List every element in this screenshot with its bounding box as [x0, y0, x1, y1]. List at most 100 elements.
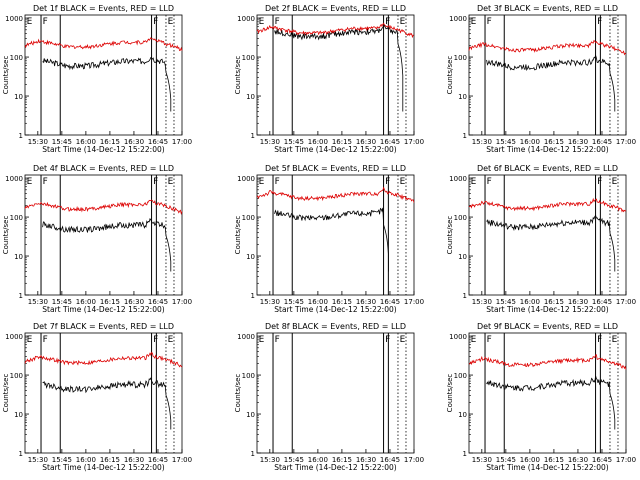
panel-title: Det 3f BLACK = Events, RED = LLD [477, 4, 618, 13]
x-tick-label: 16:45 [592, 138, 612, 146]
lld-series-line [468, 197, 627, 213]
interval-marker-label: E [400, 335, 406, 345]
panel-title: Det 4f BLACK = Events, RED = LLD [33, 164, 174, 173]
x-tick-label: 16:15 [544, 298, 564, 306]
plot-frame [256, 174, 415, 296]
interval-marker-label: F [385, 17, 390, 27]
interval-marker-label: E [612, 17, 618, 27]
lld-series-line [256, 22, 415, 39]
x-tick-label: 17:00 [172, 456, 192, 464]
detector-panel-4: Det 4f BLACK = Events, RED = LLD 1 10 100 10… [2, 164, 192, 314]
lld-series-line [256, 186, 415, 203]
y-axis-label: Counts/sec [234, 374, 242, 413]
detector-panel-7: Det 7f BLACK = Events, RED = LLD 1 10 100 10… [2, 322, 192, 472]
events-series-line [42, 217, 172, 272]
interval-marker-label: F [487, 335, 492, 345]
y-axis-label: Counts/sec [2, 56, 10, 95]
x-tick-label: 16:00 [520, 456, 540, 464]
y-axis-label: Counts/sec [446, 216, 454, 255]
interval-marker-label: F [385, 177, 390, 187]
y-axis-label: Counts/sec [2, 374, 10, 413]
x-axis-label: Start Time (14-Dec-12 15:22:00) [42, 463, 164, 472]
interval-marker-label: E [471, 335, 477, 345]
interval-marker-label: F [597, 335, 602, 345]
events-series-line [486, 214, 616, 272]
x-tick-label: 17:00 [616, 456, 636, 464]
x-tick-label: 16:15 [332, 456, 352, 464]
x-tick-label: 16:00 [308, 456, 328, 464]
x-tick-label: 15:45 [496, 456, 516, 464]
lld-series-line [468, 39, 627, 56]
y-tick-label: 100 [454, 372, 467, 380]
x-tick-label: 15:30 [472, 138, 492, 146]
panel-title: Det 7f BLACK = Events, RED = LLD [33, 322, 174, 331]
x-tick-label: 16:15 [100, 138, 120, 146]
x-tick-label: 16:00 [520, 138, 540, 146]
x-tick-label: 17:00 [616, 138, 636, 146]
y-tick-label: 100 [454, 214, 467, 222]
x-tick-label: 15:45 [496, 298, 516, 306]
x-tick-label: 16:45 [380, 298, 400, 306]
y-axis-label: Counts/sec [234, 56, 242, 95]
interval-marker-label: F [153, 335, 158, 345]
y-tick-label: 100 [10, 54, 23, 62]
detector-panel-6: Det 6f BLACK = Events, RED = LLD 1 10 100 10… [446, 164, 636, 314]
x-tick-label: 15:45 [496, 138, 516, 146]
y-tick-label: 1000 [5, 15, 23, 23]
interval-marker-label: F [597, 17, 602, 27]
y-tick-label: 1000 [237, 175, 255, 183]
x-tick-label: 17:00 [404, 298, 424, 306]
plot-frame [24, 14, 183, 136]
panel-title: Det 1f BLACK = Events, RED = LLD [33, 4, 174, 13]
x-tick-label: 15:45 [52, 298, 72, 306]
y-tick-label: 1000 [237, 333, 255, 341]
y-tick-label: 10 [246, 93, 255, 101]
x-tick-label: 17:00 [172, 298, 192, 306]
y-tick-label: 10 [458, 93, 467, 101]
y-tick-label: 10 [246, 253, 255, 261]
panel-title: Det 6f BLACK = Events, RED = LLD [477, 164, 618, 173]
events-series-line [274, 207, 389, 272]
y-tick-label: 1 [19, 450, 23, 458]
x-axis-label: Start Time (14-Dec-12 15:22:00) [486, 145, 608, 154]
interval-marker-label: E [168, 177, 174, 187]
y-tick-label: 100 [454, 54, 467, 62]
y-tick-label: 1 [463, 292, 467, 300]
x-tick-label: 15:30 [28, 456, 48, 464]
y-tick-label: 1 [463, 450, 467, 458]
panel-title: Det 8f BLACK = Events, RED = LLD [265, 322, 406, 331]
x-tick-label: 15:30 [260, 138, 280, 146]
y-tick-label: 1 [463, 132, 467, 140]
detector-panel-8: Det 8f BLACK = Events, RED = LLD 1 10 100 10… [234, 322, 424, 472]
interval-marker-label: E [27, 17, 33, 27]
y-tick-label: 10 [458, 253, 467, 261]
x-tick-label: 16:45 [592, 298, 612, 306]
interval-marker-label: F [153, 177, 158, 187]
plot-frame [468, 332, 627, 454]
x-tick-label: 15:30 [472, 456, 492, 464]
interval-marker-label: F [43, 335, 48, 345]
y-tick-label: 1 [19, 132, 23, 140]
x-tick-label: 16:00 [520, 298, 540, 306]
x-tick-label: 15:30 [260, 298, 280, 306]
events-series-line [486, 375, 616, 430]
x-tick-label: 16:30 [124, 456, 144, 464]
events-series-line [486, 53, 616, 112]
y-tick-label: 1000 [5, 175, 23, 183]
detector-panel-9: Det 9f BLACK = Events, RED = LLD 1 10 100 10… [446, 322, 636, 472]
x-tick-label: 16:45 [380, 456, 400, 464]
interval-marker-label: E [612, 177, 618, 187]
plot-frame [256, 14, 415, 136]
interval-marker-label: E [27, 335, 33, 345]
x-tick-label: 16:00 [76, 298, 96, 306]
x-tick-label: 16:15 [332, 298, 352, 306]
interval-marker-label: E [400, 17, 406, 27]
x-tick-label: 16:00 [308, 138, 328, 146]
interval-marker-label: F [275, 17, 280, 27]
interval-marker-label: E [168, 335, 174, 345]
x-tick-label: 15:30 [28, 138, 48, 146]
x-tick-label: 16:45 [592, 456, 612, 464]
x-tick-label: 15:45 [284, 456, 304, 464]
interval-marker-label: E [259, 17, 265, 27]
